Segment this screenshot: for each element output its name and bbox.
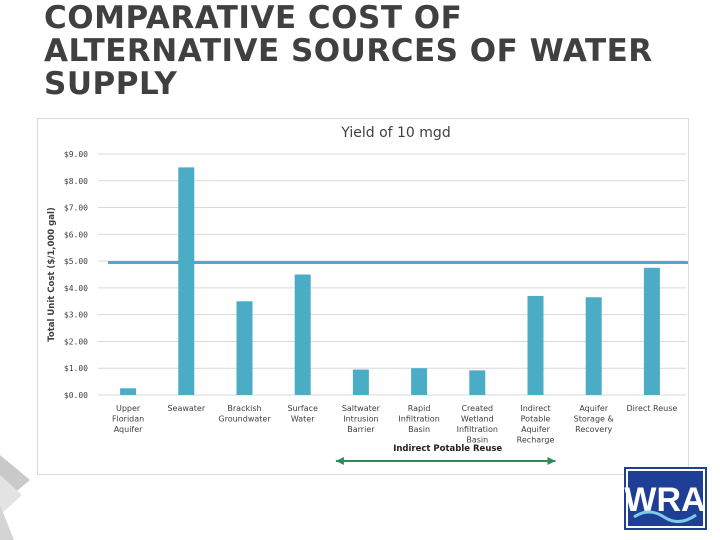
y-tick-label: $0.00	[64, 391, 88, 400]
bracket-label: Indirect Potable Reuse	[393, 444, 502, 454]
y-tick-label: $5.00	[64, 257, 88, 266]
y-tick-label: $9.00	[64, 150, 88, 159]
bar	[120, 388, 137, 395]
bracket-arrow-right-icon	[547, 457, 556, 465]
x-category-label: Indirect Potable Aquifer Recharge	[517, 404, 555, 445]
slide-title: COMPARATIVE COST OF ALTERNATIVE SOURCES …	[44, 2, 684, 101]
bar	[585, 297, 602, 395]
y-tick-label: $4.00	[64, 284, 88, 293]
bar	[527, 295, 544, 395]
logo-text: WRA	[624, 481, 705, 519]
y-tick-label: $7.00	[64, 204, 88, 213]
x-category-label: Brackish Groundwater	[218, 404, 271, 424]
wra-logo-icon: WRA	[624, 469, 706, 528]
bar	[469, 370, 486, 395]
corner-decoration-icon	[0, 455, 30, 540]
bar	[643, 267, 660, 395]
y-tick-label: $3.00	[64, 311, 88, 320]
x-category-label: Seawater	[167, 404, 205, 413]
chart-area: Yield of 10 mgd $0.00 $1.00 $2.00 $3.00 $4.00…	[37, 118, 689, 475]
x-category-label: Upper Floridan Aquifer	[112, 404, 144, 434]
bar	[236, 301, 253, 395]
x-category-label: Rapid Infiltration Basin	[398, 404, 439, 434]
x-category-label: Surface Water	[287, 404, 318, 424]
bar	[178, 167, 195, 395]
bar	[411, 368, 428, 395]
bar	[352, 369, 369, 395]
y-tick-label: $8.00	[64, 177, 88, 186]
chart-subtitle: Yield of 10 mgd	[340, 125, 450, 141]
slide-title-line-3: SUPPLY	[44, 66, 178, 102]
y-tick-label: $2.00	[64, 337, 88, 346]
slide-title-line-2: ALTERNATIVE SOURCES OF WATER	[44, 33, 653, 69]
slide-title-line-1: COMPARATIVE COST OF	[44, 0, 463, 36]
y-tick-label: $1.00	[64, 364, 88, 373]
x-category-label: Direct Reuse	[627, 404, 678, 413]
x-category-label: Saltwater Intrusion Barrier	[342, 404, 381, 434]
y-axis-label: Total Unit Cost ($/1,000 gal)	[47, 207, 57, 342]
x-category-label: Aquifer Storage & Recovery	[574, 404, 614, 434]
bar	[294, 274, 311, 395]
wra-logo: WRA	[624, 467, 707, 530]
bracket-arrow-left-icon	[335, 457, 344, 465]
y-tick-label: $6.00	[64, 230, 88, 239]
bar-chart: Yield of 10 mgd $0.00 $1.00 $2.00 $3.00 $4.00…	[47, 125, 688, 465]
x-category-label: Created Wetland Infiltration Basin	[457, 404, 498, 445]
